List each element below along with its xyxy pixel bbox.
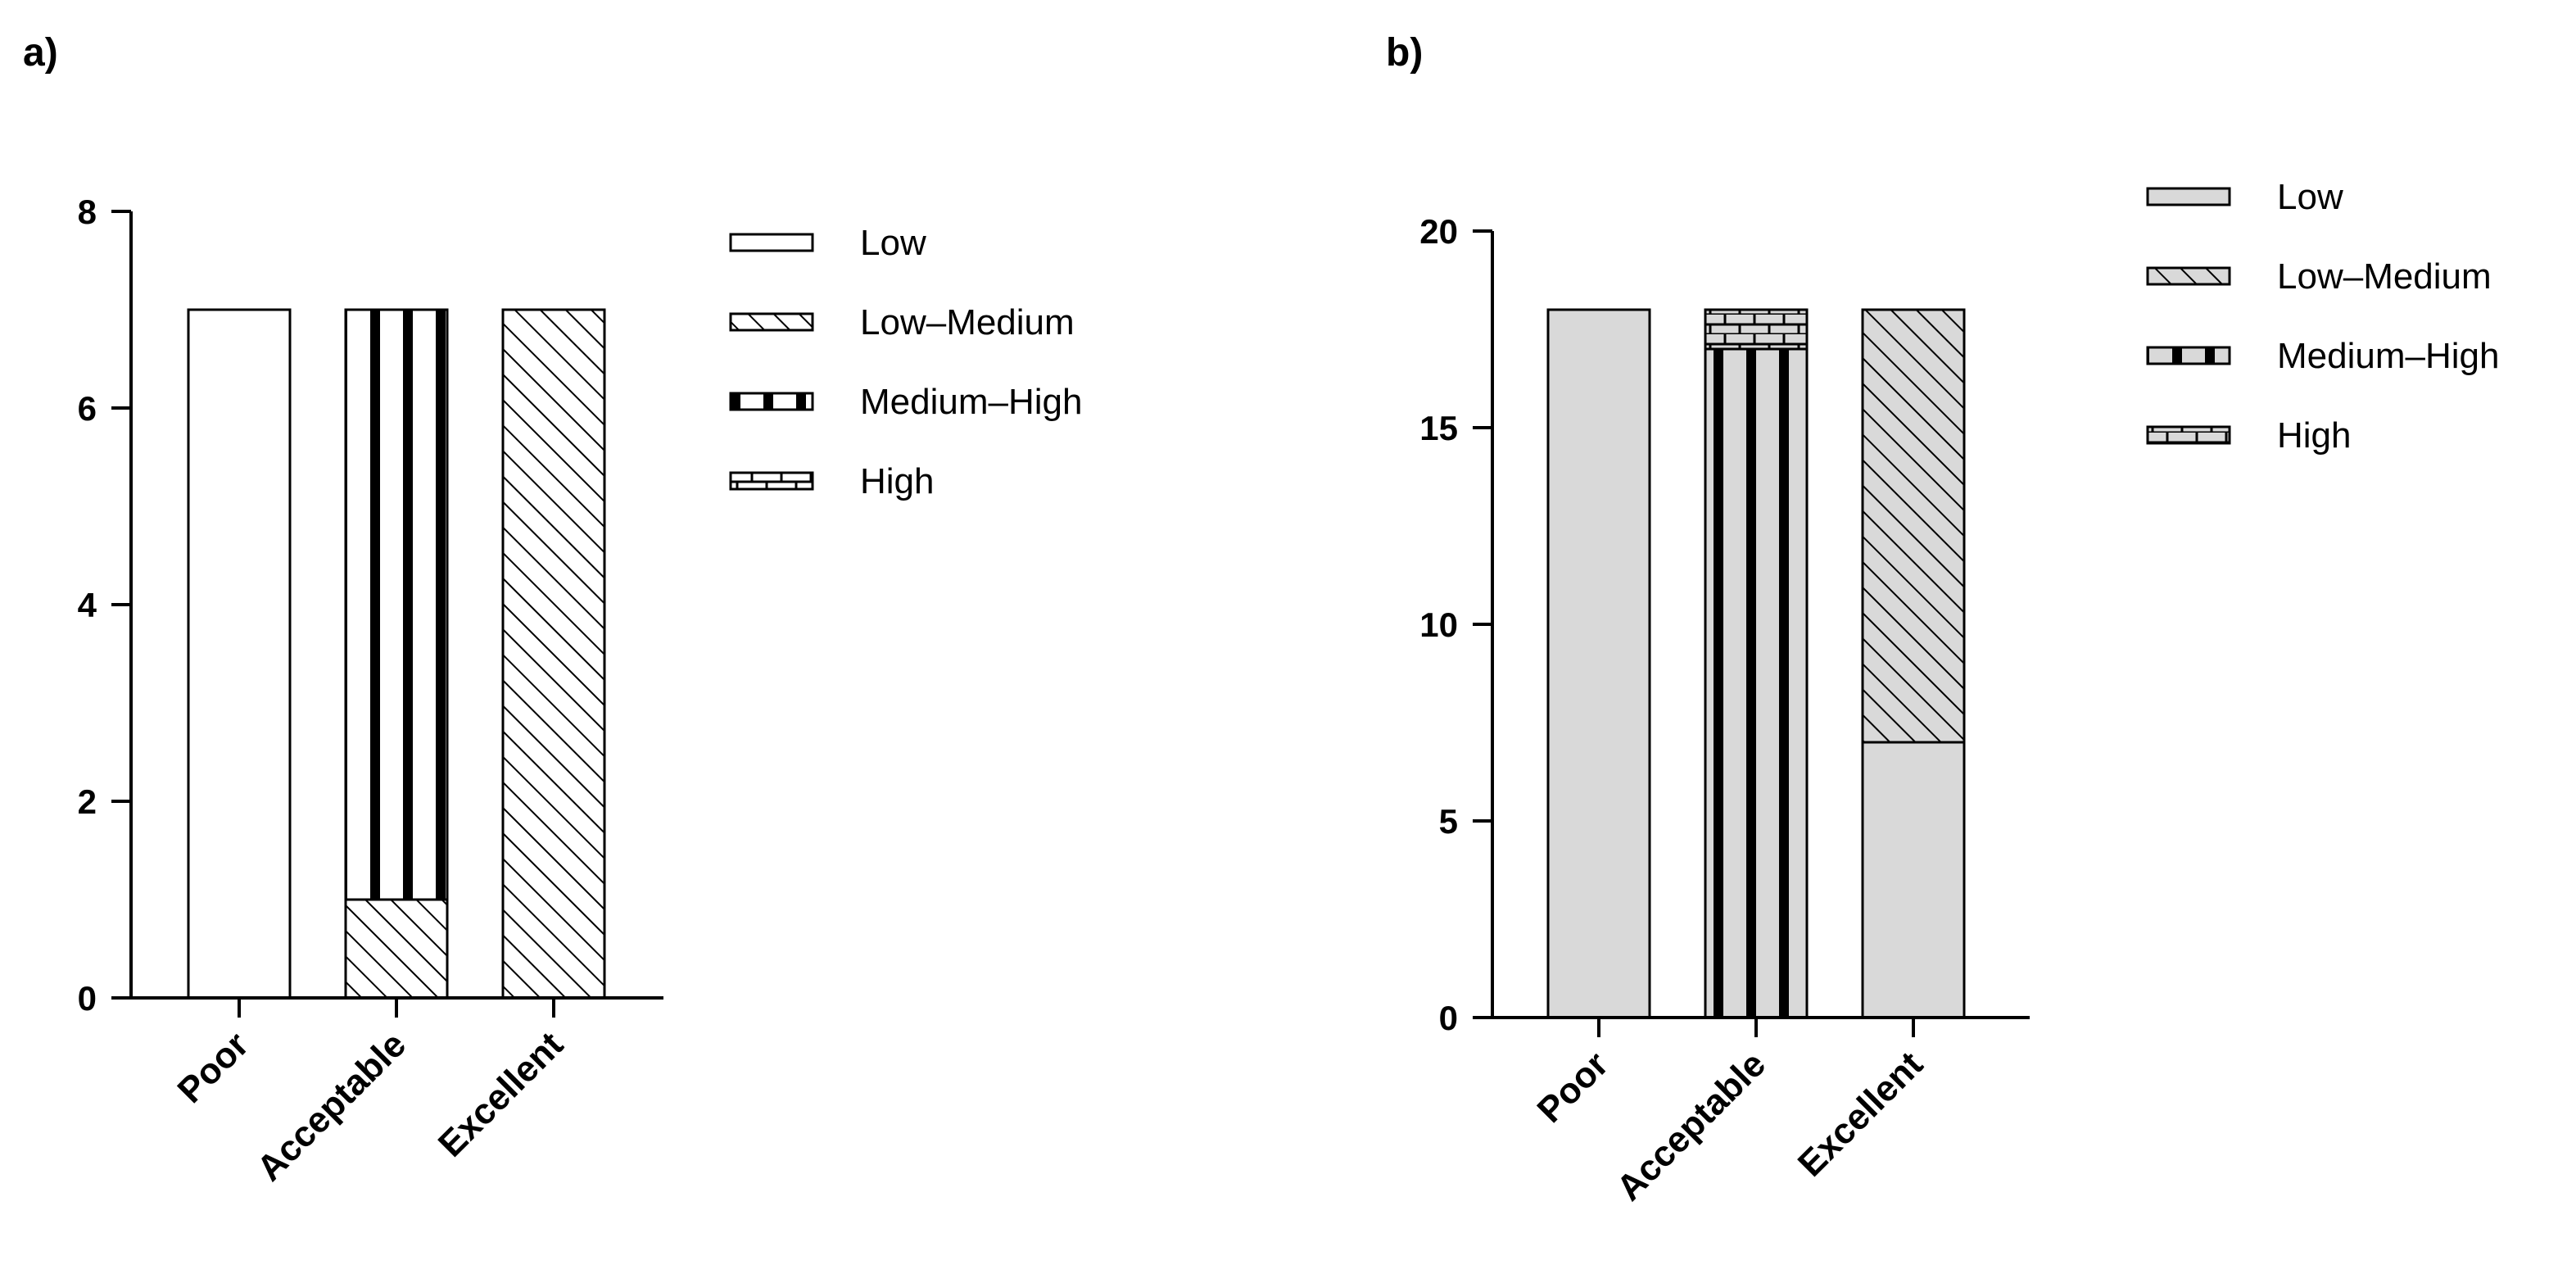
legend-label-medium-high: Medium–High	[2277, 336, 2499, 376]
legend-label-low: Low	[2277, 177, 2343, 217]
x-tick-label-acceptable: Acceptable	[249, 1024, 414, 1189]
bar-acceptable-high	[1704, 308, 1809, 351]
x-tick-label-excellent: Excellent	[431, 1024, 572, 1165]
legend-label-high: High	[860, 461, 935, 501]
y-tick-label: 10	[1419, 605, 1458, 644]
y-tick-label: 2	[78, 782, 97, 821]
legend-label-low: Low	[860, 223, 926, 263]
legend-label-high: High	[2277, 415, 2352, 456]
legend-label-low-medium: Low–Medium	[2277, 256, 2492, 297]
legend-label-low-medium: Low–Medium	[860, 302, 1075, 342]
legend-label-medium-high: Medium–High	[860, 382, 1082, 422]
legend-swatch-medium-high	[729, 392, 814, 411]
y-tick-label: 15	[1419, 409, 1458, 447]
bar-excellent-low	[1861, 741, 1966, 1019]
bar-excellent-low-medium	[1861, 308, 1966, 744]
panel-label: a)	[23, 31, 58, 75]
y-tick-label: 6	[78, 389, 97, 428]
y-tick-label: 0	[1439, 999, 1458, 1037]
panel-label: b)	[1386, 31, 1423, 75]
x-tick-label-acceptable: Acceptable	[1609, 1044, 1773, 1208]
bar-acceptable-medium-high	[1704, 347, 1809, 1019]
legend: Low Low–Medium Medium–High High	[729, 223, 1082, 501]
x-tick-label-poor: Poor	[1530, 1044, 1617, 1131]
y-tick-label: 8	[78, 193, 97, 231]
legend-swatch-medium-high	[2146, 346, 2231, 365]
legend-swatch-low	[729, 233, 814, 252]
y-tick-label: 4	[78, 586, 97, 624]
y-tick-label: 0	[78, 979, 97, 1018]
legend: Low Low–Medium Medium–High High	[2146, 177, 2499, 456]
bar-poor-low	[1546, 308, 1651, 1019]
y-tick-label: 20	[1419, 212, 1458, 251]
bar-acceptable-medium-high	[344, 308, 449, 901]
bar-poor-low	[187, 308, 292, 1000]
legend-swatch-low-medium	[729, 312, 814, 332]
bar-acceptable-low-medium	[344, 898, 449, 1000]
bar-excellent-low-medium	[501, 308, 606, 1000]
y-tick-label: 5	[1439, 802, 1458, 841]
legend-swatch-high	[2146, 425, 2231, 445]
x-tick-label-excellent: Excellent	[1791, 1044, 1931, 1185]
legend-swatch-high	[729, 471, 814, 491]
legend-swatch-low-medium	[2146, 266, 2231, 286]
legend-swatch-low	[2146, 187, 2231, 206]
x-tick-label-poor: Poor	[170, 1024, 257, 1111]
